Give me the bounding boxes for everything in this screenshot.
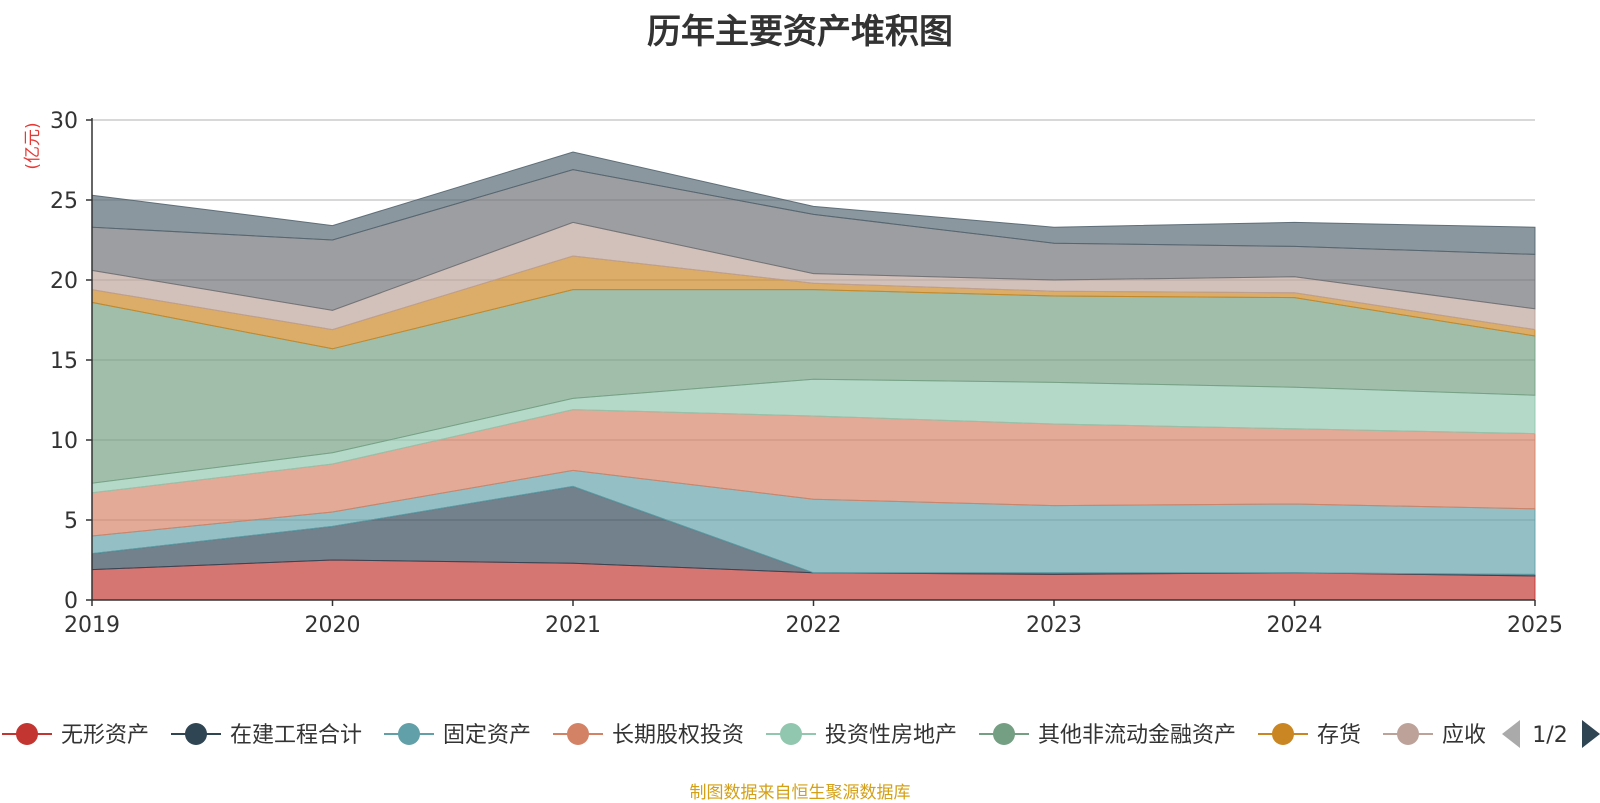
legend-item-7[interactable]: 存货 <box>1258 723 1361 748</box>
legend-marker <box>1397 723 1419 745</box>
y-tick-label: 5 <box>64 509 78 534</box>
legend-marker <box>16 723 38 745</box>
legend-item-6[interactable]: 其他非流动金融资产 <box>979 723 1236 748</box>
legend-item-3[interactable]: 固定资产 <box>384 723 531 748</box>
y-tick-label: 20 <box>50 269 78 294</box>
legend-label: 固定资产 <box>443 723 531 748</box>
legend-item-5[interactable]: 投资性房地产 <box>766 723 957 748</box>
x-tick-label: 2019 <box>64 613 120 638</box>
legend-marker <box>1272 723 1294 745</box>
legend-label: 应收账款 <box>1442 723 1530 748</box>
x-tick-label: 2020 <box>305 613 361 638</box>
x-tick-label: 2021 <box>545 613 601 638</box>
y-axis-label: (亿元) <box>23 122 43 169</box>
chart-title: 历年主要资产堆积图 <box>647 12 953 52</box>
legend-page-indicator: 1/2 <box>1532 723 1567 748</box>
x-tick-label: 2023 <box>1026 613 1082 638</box>
legend-prev-page-icon[interactable] <box>1502 720 1520 748</box>
legend-marker <box>780 723 802 745</box>
legend-item-4[interactable]: 长期股权投资 <box>553 723 744 748</box>
x-tick-label: 2022 <box>786 613 842 638</box>
y-tick-label: 25 <box>50 189 78 214</box>
legend-marker <box>398 723 420 745</box>
legend-next-page-icon[interactable] <box>1582 720 1600 748</box>
legend-label: 在建工程合计 <box>230 723 362 748</box>
legend-label: 其他非流动金融资产 <box>1038 723 1236 748</box>
legend-item-1[interactable]: 无形资产 <box>2 723 149 748</box>
source-note: 制图数据来自恒生聚源数据库 <box>689 783 911 803</box>
legend-marker <box>993 723 1015 745</box>
y-tick-label: 15 <box>50 349 78 374</box>
area-series-10[interactable] <box>91 151 1536 255</box>
y-tick-label: 10 <box>50 429 78 454</box>
legend-marker <box>185 723 207 745</box>
legend-label: 无形资产 <box>61 723 149 748</box>
x-tick-label: 2025 <box>1507 613 1563 638</box>
x-tick-label: 2024 <box>1267 613 1323 638</box>
legend-item-8[interactable]: 应收账款 <box>1383 723 1530 748</box>
y-tick-label: 0 <box>64 589 78 614</box>
legend-item-2[interactable]: 在建工程合计 <box>171 723 362 748</box>
y-tick-label: 30 <box>50 109 78 134</box>
legend-label: 长期股权投资 <box>612 723 744 748</box>
legend-label: 投资性房地产 <box>825 723 957 748</box>
legend-label: 存货 <box>1317 723 1361 748</box>
legend-marker <box>567 723 589 745</box>
